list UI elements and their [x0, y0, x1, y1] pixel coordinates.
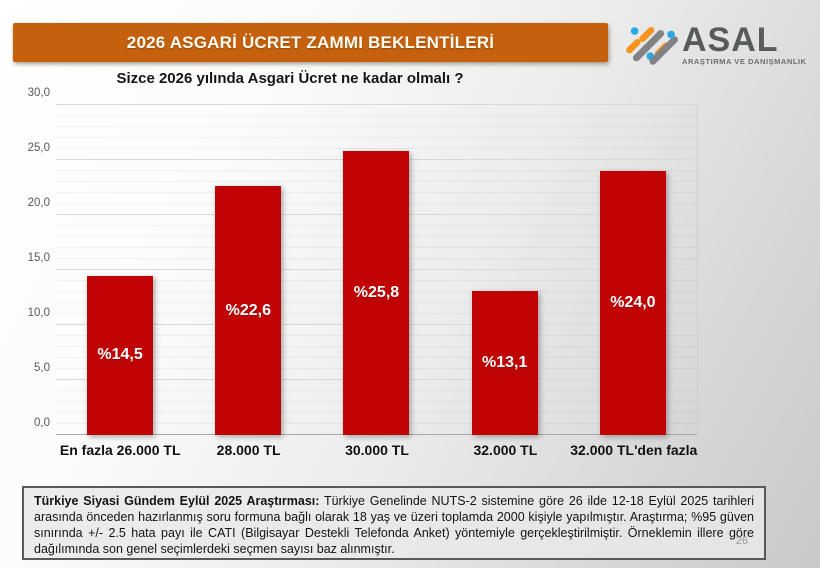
- asal-logo-mark-icon: [626, 26, 678, 65]
- methodology-lead: Türkiye Siyasi Gündem Eylül 2025 Araştır…: [34, 494, 320, 508]
- asal-logo-text: ASAL ARAŞTIRMA VE DANIŞMANLIK: [682, 21, 807, 66]
- asal-logo-name: ASAL: [682, 21, 779, 60]
- y-tick-label: 5,0: [34, 362, 50, 374]
- bar-value-label: %22,6: [225, 301, 271, 319]
- major-gridline: [56, 104, 697, 105]
- minor-gridline: [56, 148, 697, 149]
- methodology-body: Türkiye Genelinde NUTS-2 sistemine göre …: [34, 494, 754, 556]
- y-tick-label: 15,0: [27, 252, 50, 264]
- minor-gridline: [56, 115, 697, 116]
- category-label: 32.000 TL: [473, 442, 538, 458]
- y-tick-label: 25,0: [27, 142, 50, 154]
- y-tick-label: 10,0: [27, 307, 50, 319]
- bar-value-label: %24,0: [610, 294, 656, 311]
- bar-slot: %14,5: [56, 105, 184, 435]
- title-banner: 2026 ASGARİ ÜCRET ZAMMI BEKLENTİLERİ: [13, 23, 608, 62]
- bar-value-label: %13,1: [482, 353, 528, 371]
- category-label: En fazla 26.000 TL: [59, 442, 181, 458]
- y-tick-label: 0,0: [34, 417, 50, 429]
- methodology-text: Türkiye Siyasi Gündem Eylül 2025 Araştır…: [34, 493, 754, 557]
- y-tick-label: 30,0: [27, 87, 50, 99]
- bar: %24,0: [599, 171, 666, 435]
- category-label: 28.000 TL: [216, 442, 281, 458]
- minor-gridline: [56, 137, 697, 138]
- bar: %13,1: [471, 290, 538, 435]
- y-tick-label: 20,0: [27, 197, 50, 209]
- bar-slot: %22,6: [184, 105, 312, 435]
- page-number: 26: [735, 535, 748, 547]
- bar: %25,8: [343, 151, 410, 435]
- category-label: 32.000 TL'den fazla: [570, 442, 698, 458]
- asal-logo: ASAL ARAŞTIRMA VE DANIŞMANLIK: [626, 16, 806, 66]
- chart-title: Sizce 2026 yılında Asgari Ücret ne kadar…: [116, 70, 464, 87]
- minor-gridline: [56, 126, 697, 127]
- x-axis: En fazla 26.000 TL 28.000 TL 30.000 TL 32.0…: [56, 442, 698, 462]
- asal-logo-tagline: ARAŞTIRMA VE DANIŞMANLIK: [682, 57, 807, 66]
- category-label: 30.000 TL: [345, 442, 409, 458]
- bar: %22,6: [215, 186, 282, 435]
- banner-title: 2026 ASGARİ ÜCRET ZAMMI BEKLENTİLERİ: [126, 32, 495, 52]
- bar-value-label: %25,8: [353, 284, 400, 302]
- bar: %14,5: [87, 275, 154, 435]
- y-axis: 0,0 5,0 10,0 15,0 20,0 25,0 30,0: [12, 87, 50, 435]
- bar-slot: %13,1: [441, 105, 569, 435]
- plot-area: %14,5 %22,6 %25,8 %13,1 %24,0: [56, 104, 698, 435]
- bar-value-label: %14,5: [97, 346, 143, 364]
- bar-slot: %24,0: [569, 105, 697, 435]
- methodology-note: Türkiye Siyasi Gündem Eylül 2025 Araştır…: [22, 486, 766, 560]
- bar-slot: %25,8: [312, 105, 440, 435]
